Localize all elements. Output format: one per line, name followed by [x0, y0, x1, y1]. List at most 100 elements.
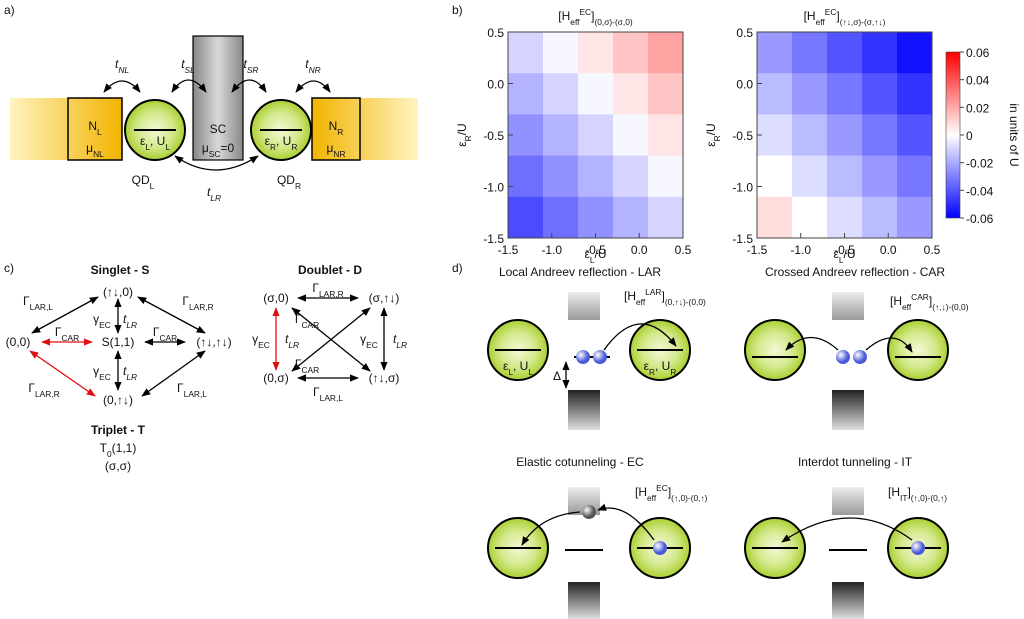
lead-label-part: R [337, 127, 343, 137]
rate-label-part: Γ [28, 381, 35, 395]
matrix-element-part: (↑,0)-(0,↑) [911, 493, 948, 503]
rate-label: tLR [285, 332, 299, 350]
rate-label: ΓCAR [295, 312, 319, 330]
matrix-element-part: EC [656, 483, 668, 493]
chemical-potential-part: SC [209, 149, 221, 159]
y-tick-label: -0.5 [483, 129, 504, 143]
heatmap-cell [827, 196, 863, 239]
panel-label: d) [452, 261, 463, 275]
rate-label: γEC [93, 364, 111, 382]
heatmap-cell [578, 196, 614, 239]
heatmap-cell [543, 114, 579, 157]
rate-label-part: t [393, 332, 397, 346]
x-tick-label: 0.5 [924, 243, 941, 257]
chart-title: [HeffEC](0,σ)-(σ,0) [558, 7, 633, 27]
matrix-element: [HeffLAR](0,↑↓)-(0,0) [624, 287, 706, 307]
rate-label-part: Γ [153, 325, 160, 339]
dot-label-part: , U [513, 359, 528, 373]
rate-label-part: t [285, 332, 289, 346]
heatmap-cell [613, 155, 649, 198]
sc-label: SC [210, 122, 227, 136]
section-title: Doublet - D [298, 263, 362, 277]
y-axis-label-part: /U [704, 123, 718, 135]
rate-label-part: CAR [301, 365, 319, 375]
dot-label-part: , U [150, 134, 165, 148]
rate-label-part: LR [288, 340, 299, 350]
lead-label-part: N [329, 119, 338, 133]
rate-label: tLR [393, 332, 407, 350]
state: (σ,0) [263, 291, 288, 305]
matrix-element: [HeffEC](↑,0)-(0,↑) [635, 483, 708, 503]
rate-label: ΓLAR,L [313, 385, 343, 403]
dot-label-part: L [165, 142, 170, 152]
matrix-element-part: (0,↑↓)-(0,0) [665, 297, 706, 307]
dot-name-part: QD [277, 173, 295, 187]
heatmap-cell [543, 32, 579, 74]
y-tick-label: 0.0 [487, 78, 504, 92]
heatmap-cell [648, 32, 684, 74]
state: (↑↓,σ) [369, 371, 400, 385]
dot-label-part: ε [140, 134, 146, 148]
rate-label-part: γ [252, 332, 258, 346]
heatmap-cell [862, 114, 898, 157]
heatmap-cell [578, 73, 614, 115]
panel-a-shapes [10, 35, 418, 171]
rate-label-part: LAR,R [319, 289, 344, 299]
section-title: Singlet - S [91, 263, 150, 277]
chemical-potential-part: μ [326, 141, 333, 155]
heatmap-cell [757, 32, 793, 74]
y-axis-label-part: ε [455, 141, 469, 147]
matrix-element-part: LAR [645, 287, 661, 297]
x-tick-label: -1.5 [498, 243, 519, 257]
coupling-label-part: t [115, 57, 119, 71]
heatmap-cell [827, 155, 863, 198]
heatmap-cell [578, 114, 614, 157]
rate-label: ΓLAR,R [312, 281, 343, 299]
matrix-element-part: (↑,0)-(0,↑) [671, 493, 708, 503]
heatmap-cell [508, 155, 544, 198]
y-axis-label: εR/U [455, 123, 473, 146]
rate-label-part: Γ [295, 312, 302, 326]
rate-label-part: EC [366, 340, 378, 350]
heatmap-cell [508, 32, 544, 74]
y-tick-label: -1.0 [483, 181, 504, 195]
chart-title-part: ] [836, 9, 839, 23]
dot-name-part: R [295, 181, 301, 191]
coupling-label: tLR [207, 185, 221, 203]
y-axis-label-part: R [463, 135, 473, 141]
state: (σ,σ) [105, 459, 131, 473]
rate-label-part: Γ [177, 381, 184, 395]
coupling-label: tNR [305, 57, 320, 75]
matrix-element-part: ] [907, 485, 910, 499]
coupling-label: tSL [181, 57, 195, 75]
heatmap-cell [827, 32, 863, 74]
rate-label-part: Γ [295, 357, 302, 371]
y-tick-label: -0.5 [732, 129, 753, 143]
coupling-label: tNL [115, 57, 129, 75]
rate-label: ΓCAR [153, 325, 177, 343]
heatmap-cell [543, 196, 579, 239]
section-title: Triplet - T [91, 423, 146, 437]
x-axis-label-part: L [839, 255, 844, 265]
heatmap-cell [792, 155, 828, 198]
heatmap-cell [543, 73, 579, 115]
panel-d-shapes [487, 292, 949, 619]
matrix-element-part: (↑,↓)-(0,0) [932, 302, 969, 312]
rate-label: ΓCAR [295, 357, 319, 375]
dot-label-part: L [528, 367, 533, 377]
rate-label-part: γ [93, 312, 99, 326]
dot-label: εR, UR [644, 359, 677, 377]
heatmap-cell [508, 73, 544, 115]
y-tick-label: 0.0 [736, 78, 753, 92]
coupling-label-part: t [305, 57, 309, 71]
lead-label: NL [88, 119, 102, 137]
rate-label: γEC [252, 332, 270, 350]
matrix-element-part: ] [668, 485, 671, 499]
rate-label: tLR [123, 312, 137, 330]
rate-label-part: LAR,L [184, 389, 208, 399]
chart-title-part: eff [816, 17, 826, 27]
heatmap-cell [827, 114, 863, 157]
x-tick-label: -0.5 [585, 243, 606, 257]
matrix-element-part: [H [890, 294, 902, 308]
colorbar-tick-label: -0.04 [966, 184, 994, 198]
